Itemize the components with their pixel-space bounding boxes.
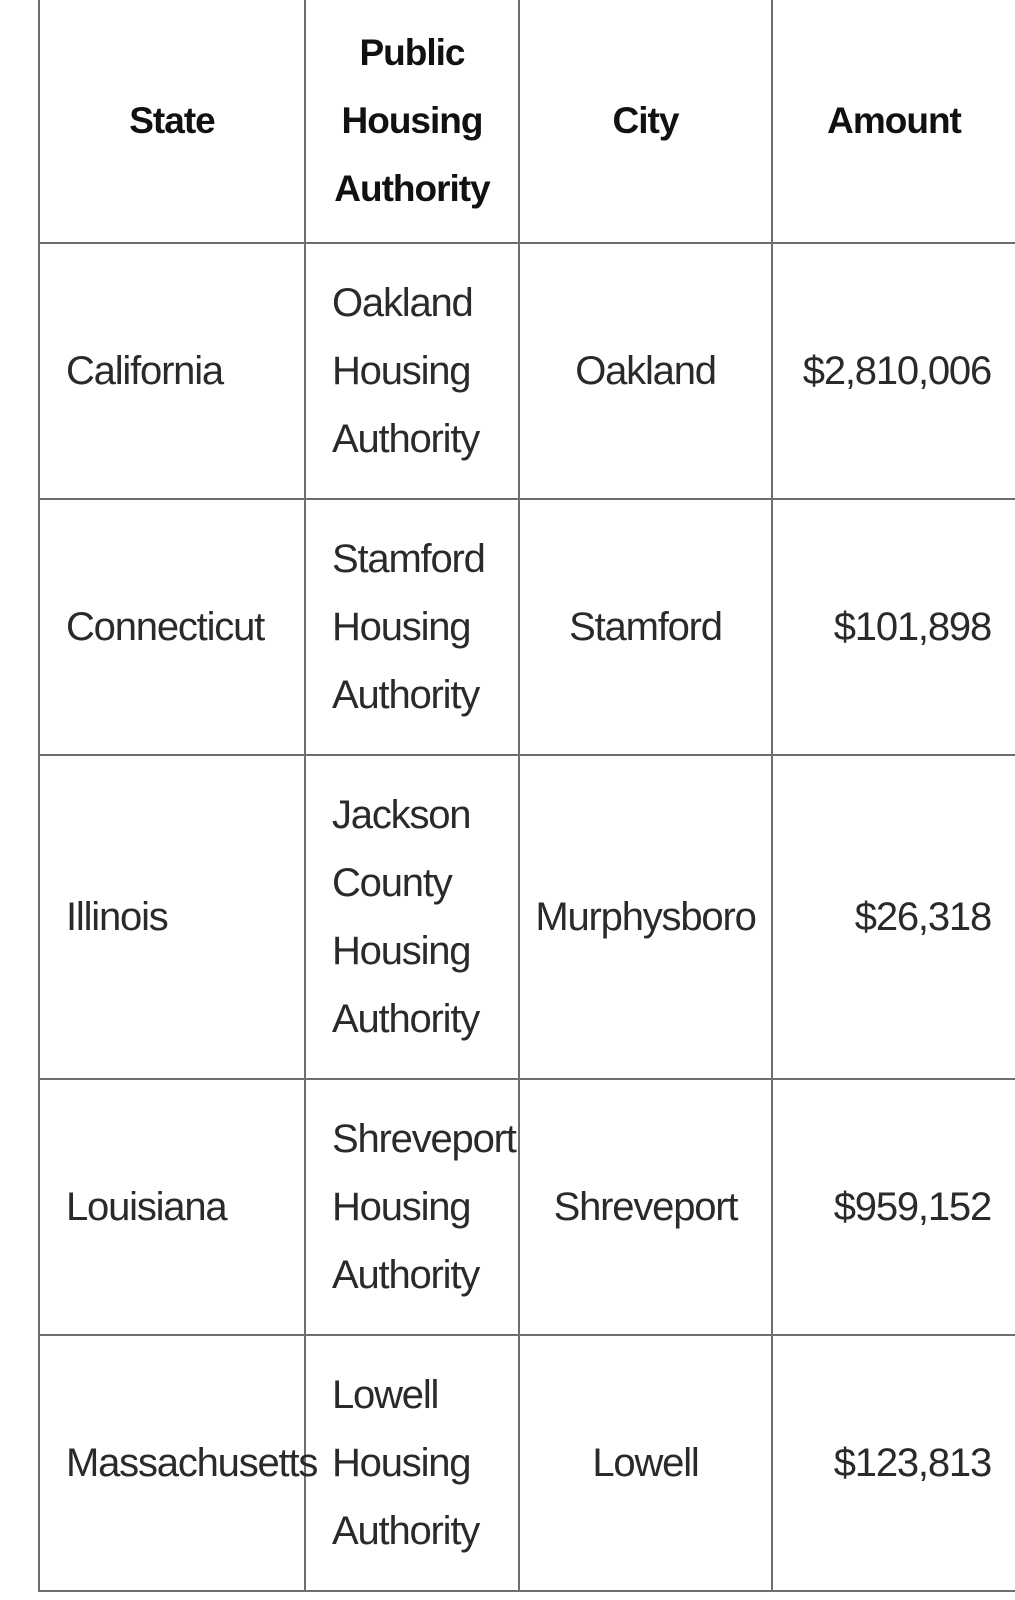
cell-city: Stamford [518, 498, 773, 756]
cell-state: California [38, 242, 306, 500]
column-header-state: State [38, 0, 306, 244]
cell-state: Connecticut [38, 498, 306, 756]
table-row: California Oakland Housing Authority Oak… [38, 242, 1015, 500]
cell-amount: $123,813 [771, 1334, 1015, 1592]
cell-city: Lowell [518, 1334, 773, 1592]
funding-table-container: State Public Housing Authority City Amou… [38, 0, 1015, 1592]
cell-public-housing-authority: Shreveport Housing Authority [304, 1078, 520, 1336]
column-header-amount: Amount [771, 0, 1015, 244]
cell-public-housing-authority: Lowell Housing Authority [304, 1334, 520, 1592]
table-header-row: State Public Housing Authority City Amou… [38, 0, 1015, 244]
column-header-public-housing-authority: Public Housing Authority [304, 0, 520, 244]
cell-state: Illinois [38, 754, 306, 1080]
table-row: Massachusetts Lowell Housing Authority L… [38, 1334, 1015, 1592]
cell-public-housing-authority: Jackson County Housing Authority [304, 754, 520, 1080]
cell-city: Shreveport [518, 1078, 773, 1336]
cell-state: Louisiana [38, 1078, 306, 1336]
cell-amount: $101,898 [771, 498, 1015, 756]
table-row: Connecticut Stamford Housing Authority S… [38, 498, 1015, 756]
cell-public-housing-authority: Oakland Housing Authority [304, 242, 520, 500]
cell-amount: $2,810,006 [771, 242, 1015, 500]
table-row: Illinois Jackson County Housing Authorit… [38, 754, 1015, 1080]
cell-amount: $959,152 [771, 1078, 1015, 1336]
cell-city: Oakland [518, 242, 773, 500]
cell-public-housing-authority: Stamford Housing Authority [304, 498, 520, 756]
cell-city: Murphysboro [518, 754, 773, 1080]
column-header-city: City [518, 0, 773, 244]
cell-amount: $26,318 [771, 754, 1015, 1080]
cell-state: Massachusetts [38, 1334, 318, 1592]
table-row: Louisiana Shreveport Housing Authority S… [38, 1078, 1015, 1336]
funding-table: State Public Housing Authority City Amou… [38, 0, 1015, 1592]
